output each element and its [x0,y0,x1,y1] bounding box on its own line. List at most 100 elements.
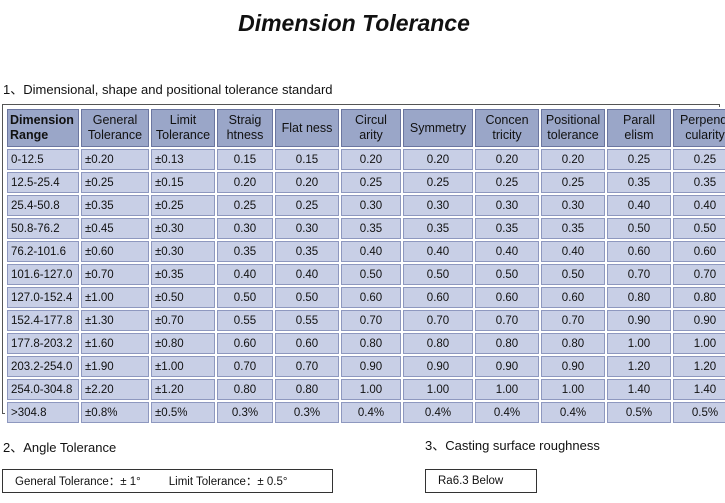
table-cell: 25.4-50.8 [7,195,79,216]
table-cell: 0.70 [607,264,671,285]
table-cell: 0.25 [341,172,401,193]
table-row: 203.2-254.0 ±1.90 ±1.00 0.70 0.70 0.90 0.90 0.9… [7,356,725,377]
table-cell: ±0.45 [81,218,149,239]
table-cell: 0.55 [275,310,339,331]
table-cell: 0.25 [403,172,473,193]
surface-roughness-box: Ra6.3 Below [425,469,537,493]
table-cell: 0.70 [673,264,725,285]
table-cell: 0.40 [275,264,339,285]
table-cell: 76.2-101.6 [7,241,79,262]
table-cell: 0.90 [475,356,539,377]
table-cell: ±0.13 [151,149,215,170]
table-cell: 0.60 [403,287,473,308]
table-row: 127.0-152.4 ±1.00 ±0.50 0.50 0.50 0.60 0.60 0.6… [7,287,725,308]
table-row: 12.5-25.4 ±0.25 ±0.15 0.20 0.20 0.25 0.25 0.25 0… [7,172,725,193]
table-row: >304.8 ±0.8% ±0.5% 0.3% 0.3% 0.4% 0.4% 0.4% 0.4%… [7,402,725,423]
table-cell: 0.60 [217,333,273,354]
table-cell: 0.15 [275,149,339,170]
table-cell: 0.40 [541,241,605,262]
header-symmetry: Symmetry [403,109,473,147]
table-cell: ±1.00 [151,356,215,377]
section-1-heading: 1、Dimensional, shape and positional tole… [3,82,333,97]
table-cell: 1.00 [403,379,473,400]
table-row: 0-12.5 ±0.20 ±0.13 0.15 0.15 0.20 0.20 0.20 0.20… [7,149,725,170]
table-cell: 0.35 [341,218,401,239]
table-cell: 0.20 [217,172,273,193]
table-cell: ±2.20 [81,379,149,400]
table-cell: 0.20 [541,149,605,170]
table-cell: 0.70 [475,310,539,331]
table-cell: 0.4% [475,402,539,423]
table-cell: ±0.35 [81,195,149,216]
table-cell: ±1.90 [81,356,149,377]
table-cell: 0.60 [475,287,539,308]
table-cell: 0.25 [673,149,725,170]
angle-limit-tolerance: Limit Tolerance：± 0.5° [168,476,288,488]
table-cell: 0.80 [275,379,339,400]
table-cell: ±0.70 [81,264,149,285]
table-cell: 0.20 [475,149,539,170]
table-cell: 0.40 [403,241,473,262]
table-cell: 0.30 [403,195,473,216]
table-cell: 127.0-152.4 [7,287,79,308]
table-cell: 0.50 [475,264,539,285]
table-cell: ±0.20 [81,149,149,170]
table-cell: ±1.00 [81,287,149,308]
table-cell: ±0.30 [151,241,215,262]
table-body: 0-12.5 ±0.20 ±0.13 0.15 0.15 0.20 0.20 0.20 0.20… [7,149,725,423]
table-cell: 1.40 [607,379,671,400]
header-flatness: Flat ness [275,109,339,147]
table-cell: 50.8-76.2 [7,218,79,239]
table-cell: 1.20 [673,356,725,377]
table-cell: 0.50 [275,287,339,308]
table-cell: 0.20 [341,149,401,170]
table-cell: 0.55 [217,310,273,331]
table-cell: 101.6-127.0 [7,264,79,285]
table-cell: 0.50 [403,264,473,285]
surface-roughness-value: Ra6.3 Below [438,475,504,487]
table-cell: 0.25 [607,149,671,170]
angle-general-tolerance: General Tolerance：± 1° [15,476,141,488]
table-cell: 0.90 [403,356,473,377]
table-cell: 177.8-203.2 [7,333,79,354]
angle-tolerance-box: General Tolerance：± 1° Limit Tolerance：±… [2,469,333,493]
table-cell: 0.80 [217,379,273,400]
header-dimension-range: Dimension Range [7,109,79,147]
table-cell: 0.80 [403,333,473,354]
header-parallelism: Parall elism [607,109,671,147]
table-cell: 0.70 [541,310,605,331]
table-cell: 0.60 [607,241,671,262]
table-cell: 152.4-177.8 [7,310,79,331]
section-3-heading: 3、Casting surface roughness [425,438,600,453]
table-cell: 254.0-304.8 [7,379,79,400]
table-cell: 1.00 [607,333,671,354]
header-straightness: Straig htness [217,109,273,147]
table-cell: 0.40 [673,195,725,216]
table-cell: 0.60 [341,287,401,308]
table-cell: 0.40 [475,241,539,262]
table-cell: 0.90 [607,310,671,331]
table-cell: 0.80 [673,287,725,308]
table-cell: 12.5-25.4 [7,172,79,193]
table-cell: ±0.8% [81,402,149,423]
table-cell: 0.25 [475,172,539,193]
header-concentricity: Concen tricity [475,109,539,147]
table-header-row: Dimension Range General Tolerance Limit … [7,109,725,147]
header-limit-tolerance: Limit Tolerance [151,109,215,147]
table-cell: 0.20 [275,172,339,193]
table-cell: 0.3% [217,402,273,423]
tolerance-table-frame: Dimension Range General Tolerance Limit … [2,104,725,425]
table-cell: 0.80 [475,333,539,354]
table-cell: 0.70 [275,356,339,377]
table-cell: 0.35 [607,172,671,193]
table-cell: 0.35 [275,241,339,262]
section-2-heading: 2、Angle Tolerance [3,440,117,455]
table-cell: ±0.25 [151,195,215,216]
table-cell: 0.40 [217,264,273,285]
table-cell: 0.40 [341,241,401,262]
table-cell: 0.40 [607,195,671,216]
table-cell: 0.35 [475,218,539,239]
table-cell: 0.60 [673,241,725,262]
table-cell: 0.35 [673,172,725,193]
table-row: 254.0-304.8 ±2.20 ±1.20 0.80 0.80 1.00 1.00 1.0… [7,379,725,400]
